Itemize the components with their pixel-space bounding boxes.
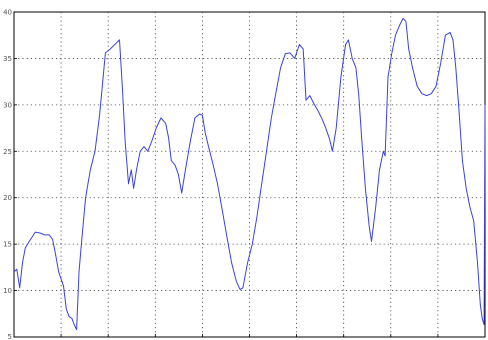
y-tick-label-7: 40	[3, 9, 12, 17]
gridlines	[14, 12, 485, 337]
y-axis-ticks: 5 10 15 20 25 30 35 40	[3, 9, 439, 340]
y-tick-label-4: 25	[3, 148, 12, 156]
y-tick-label-0: 5	[8, 333, 12, 340]
y-tick-label-1: 10	[3, 287, 12, 295]
y-tick-label-5: 30	[3, 101, 12, 109]
series-group	[13, 18, 486, 331]
y-tick-label-3: 20	[3, 194, 12, 202]
y-tick-label-6: 35	[3, 55, 12, 63]
y-tick-label-2: 15	[3, 241, 12, 249]
series-line-0	[13, 18, 485, 331]
plot-area	[13, 11, 486, 338]
series-tail-0	[483, 104, 486, 325]
